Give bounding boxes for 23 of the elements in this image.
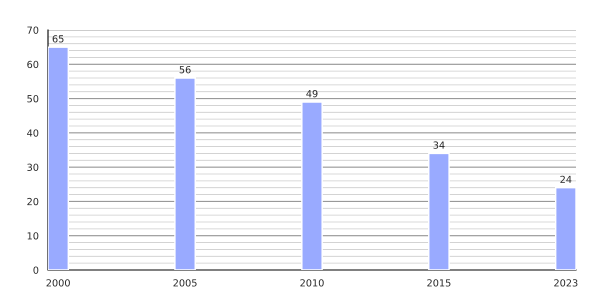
bar: [174, 77, 196, 270]
y-tick-label: 20: [27, 198, 38, 206]
y-tick-label: 50: [27, 95, 38, 102]
y-tick-label: 0: [33, 266, 38, 274]
data-label: 49: [306, 90, 318, 98]
y-tick-label: 10: [28, 232, 38, 240]
y-tick-label: 40: [27, 129, 38, 137]
x-tick-label: 2000: [46, 279, 70, 287]
x-tick-label: 2005: [173, 279, 197, 287]
bar: [554, 187, 576, 270]
y-tick-label: 60: [27, 60, 38, 68]
y-tick-label: 70: [27, 26, 38, 34]
data-label: 65: [52, 35, 64, 42]
bar: [48, 46, 70, 270]
y-tick-label: 30: [27, 164, 38, 171]
bar: [428, 152, 450, 270]
data-label: 34: [433, 141, 445, 149]
bar: [301, 101, 323, 270]
data-label: 24: [560, 176, 572, 183]
x-tick-label: 2010: [300, 279, 324, 287]
data-label: 56: [180, 66, 191, 74]
x-tick-label: 2023: [554, 279, 578, 287]
x-tick-label: 2015: [427, 279, 450, 287]
